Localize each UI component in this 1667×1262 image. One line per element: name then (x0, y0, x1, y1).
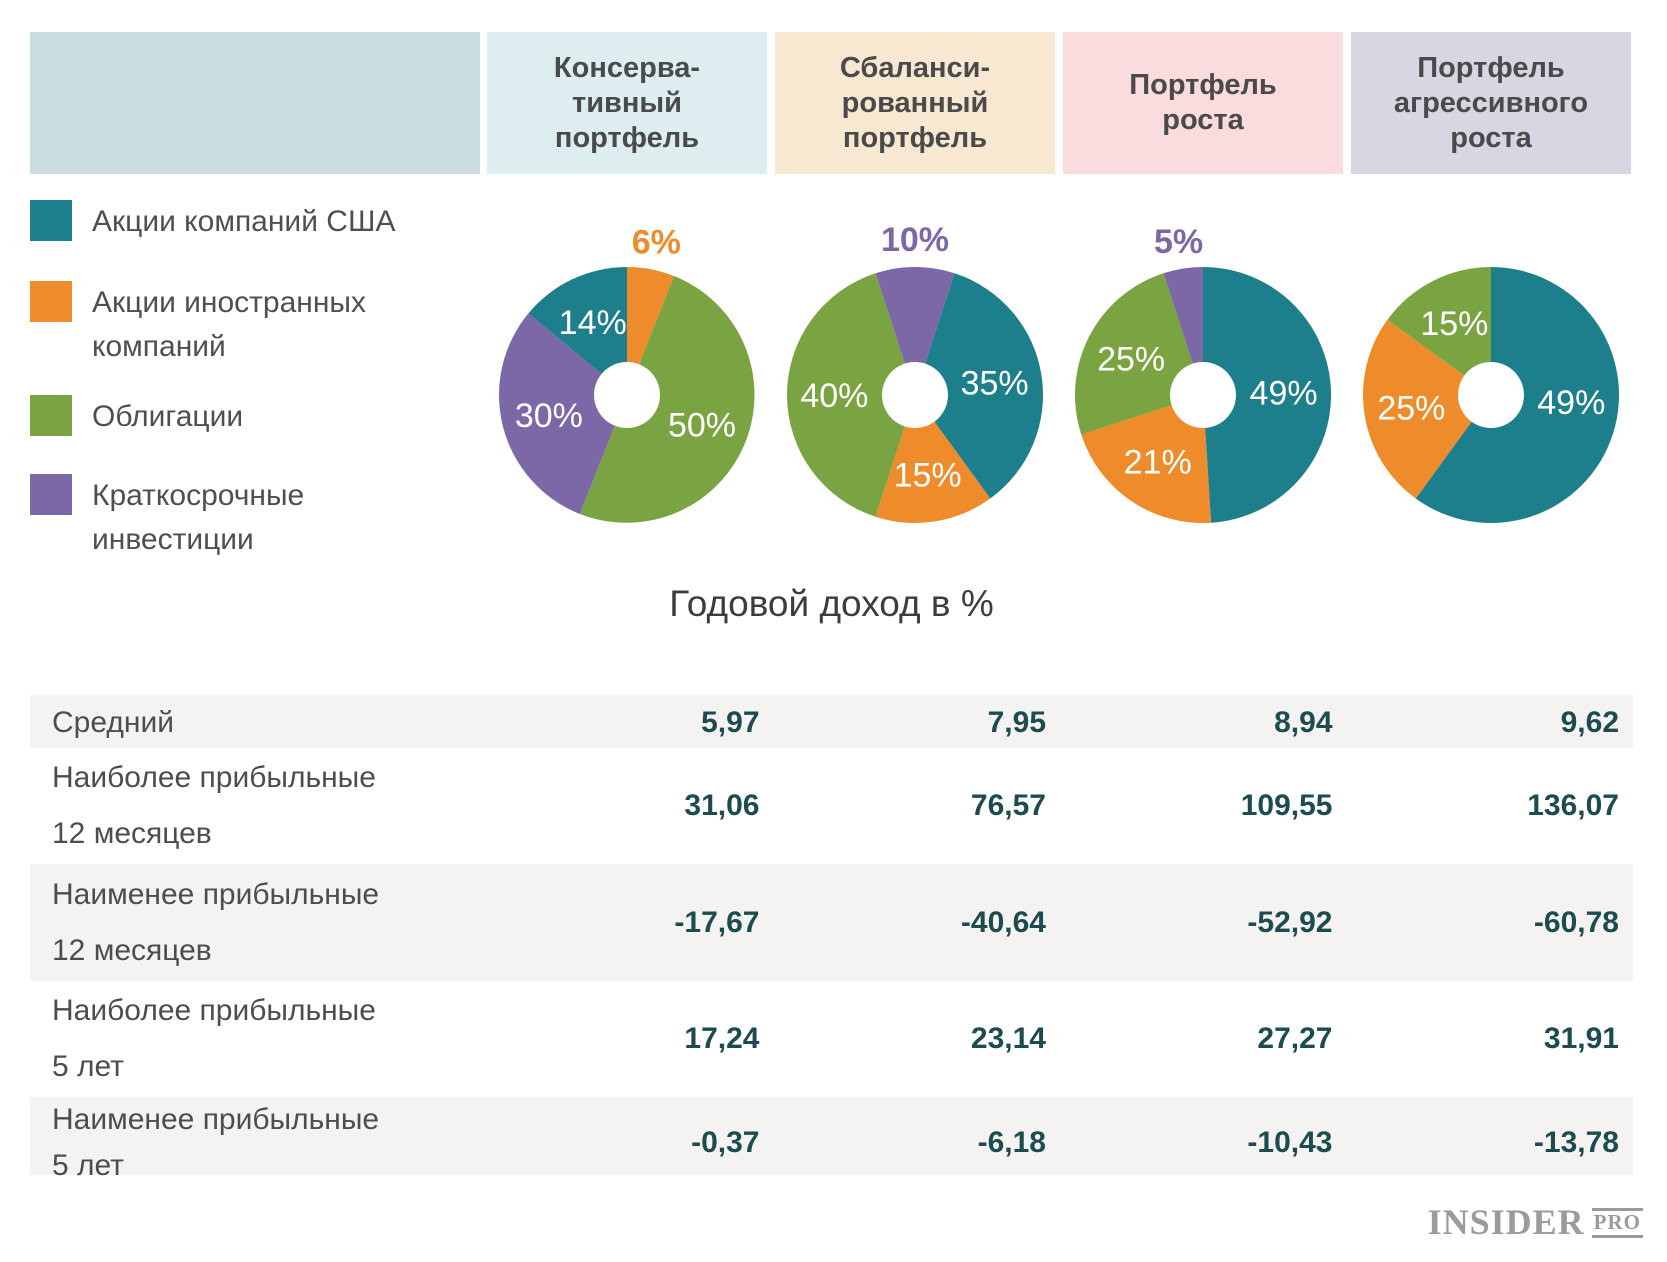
donut-hole (882, 362, 948, 428)
row-label: Средний (52, 706, 174, 739)
value-cell: -0,37 (691, 1126, 760, 1159)
pie-segment-label: 30% (515, 397, 583, 435)
donut-hole (1170, 362, 1236, 428)
legend-swatch-purple (30, 474, 72, 515)
table-row: Наиболее прибыльные 5 лет 17,24 23,14 27,27… (30, 981, 1633, 1097)
pie-segment-orange (1363, 319, 1491, 499)
value-cell: 136,07 (1527, 789, 1619, 822)
pie-segment-green (579, 275, 755, 523)
legend-swatch-green (30, 395, 72, 436)
legend-item: Акции компаний США (30, 200, 395, 244)
row-label: Наиболее прибыльные 5 лет (52, 994, 376, 1083)
logo-pro-badge: PRO (1591, 1208, 1643, 1238)
donut-chart-aggressive-growth: 49% 25% 15% (1363, 267, 1620, 523)
donut-chart-balanced: 10% 35% 15% 40% (786, 221, 1044, 524)
legend-swatch-orange (30, 281, 72, 322)
legend-header-box (30, 32, 480, 174)
pie-segment-label: 25% (1097, 340, 1165, 378)
pie-segment-green (1387, 267, 1491, 395)
table-row: Наименее прибыльные 12 месяцев -17,67 -40,… (30, 864, 1633, 981)
pie-segment-label: 14% (559, 304, 627, 342)
pie-segment-label: 49% (1537, 384, 1605, 422)
value-cell: 23,14 (970, 1022, 1046, 1055)
value-cell: 5,97 (701, 706, 760, 739)
pie-segment-label: 5% (1154, 223, 1203, 261)
row-label: Наименее прибыльные 12 месяцев (52, 877, 380, 967)
pie-segment-green (786, 273, 915, 517)
donut-hole (1458, 362, 1524, 428)
legend-item: Краткосрочные инвестиции (30, 474, 304, 562)
pie-segment-purple (1163, 267, 1203, 395)
value-cell: -52,92 (1247, 905, 1333, 939)
table-row: Наиболее прибыльные 12 месяцев 31,06 76,57… (30, 748, 1633, 864)
pie-segment-label: 6% (632, 224, 681, 262)
column-header-balanced: Сбаланси- рованный портфель (775, 32, 1055, 174)
pie-segment-label: 35% (961, 364, 1029, 402)
value-cell: 9,62 (1560, 706, 1619, 739)
logo-wordmark: INSIDER (1427, 1202, 1585, 1242)
value-cell: 7,95 (987, 706, 1046, 739)
pie-segment-teal (528, 267, 627, 395)
value-cell: 17,24 (684, 1022, 760, 1055)
value-cell: 31,06 (684, 789, 760, 822)
pie-segment-label: 40% (800, 377, 868, 415)
column-header-growth: Портфель роста (1063, 32, 1343, 174)
value-cell: -13,78 (1533, 1126, 1619, 1159)
value-cell: -6,18 (977, 1126, 1046, 1159)
value-cell: 27,27 (1257, 1022, 1333, 1055)
legend-item: Облигации (30, 395, 243, 439)
pie-segment-label: 21% (1124, 444, 1192, 482)
value-cell: 76,57 (970, 789, 1046, 822)
value-cell: -40,64 (960, 905, 1046, 939)
pie-segment-label: 49% (1250, 375, 1318, 413)
value-cell: -17,67 (674, 905, 760, 939)
table-row: Средний 5,97 7,95 8,94 9,62 (30, 695, 1633, 748)
pie-segment-orange (1081, 395, 1212, 524)
pie-segment-label: 15% (894, 457, 962, 495)
value-cell: -60,78 (1533, 905, 1619, 939)
pie-segment-orange (627, 267, 675, 395)
legend-label: Акции компаний США (92, 205, 396, 238)
pie-segment-teal (915, 273, 1044, 499)
row-label: Наиболее прибыльные 12 месяцев (52, 761, 376, 850)
donut-chart-growth: 49% 21% 25% 5% (1074, 223, 1332, 524)
table-title: Годовой доход в % (669, 583, 994, 624)
pie-segment-label: 50% (668, 407, 736, 445)
pie-segment-purple (875, 266, 955, 395)
pie-segment-orange (875, 395, 991, 524)
value-cell: 8,94 (1274, 706, 1333, 739)
row-label: Наименее прибыльные 5 лет (52, 1103, 380, 1182)
legend-label: Облигации (92, 400, 244, 433)
insider-pro-logo: INSIDER PRO (1428, 1204, 1643, 1240)
legend-item: Акции иностранных компаний (30, 281, 366, 369)
donut-hole (594, 362, 660, 428)
legend-label: Краткосрочные инвестиции (92, 479, 305, 556)
pie-segment-purple (498, 313, 627, 515)
donut-chart-conservative: 6% 50% 30% 14% (498, 224, 755, 523)
legend-label: Акции иностранных компаний (92, 286, 366, 363)
column-header-aggressive-growth: Портфель агрессивного роста (1351, 32, 1631, 174)
value-cell: 31,91 (1543, 1022, 1619, 1055)
pie-segment-label: 25% (1377, 390, 1445, 428)
pie-segment-teal (1203, 267, 1332, 523)
column-header-conservative: Консерва- тивный портфель (487, 32, 767, 174)
returns-table: Средний 5,97 7,95 8,94 9,62 Наиболее прибыльн… (30, 695, 1633, 1182)
table-row: Наименее прибыльные 5 лет -0,37 -6,18 -10,4… (30, 1097, 1633, 1182)
pie-segment-label: 15% (1420, 305, 1488, 343)
pie-segment-label: 10% (881, 221, 949, 259)
value-cell: -10,43 (1247, 1126, 1333, 1159)
legend-swatch-teal (30, 200, 72, 241)
value-cell: 109,55 (1240, 789, 1333, 822)
